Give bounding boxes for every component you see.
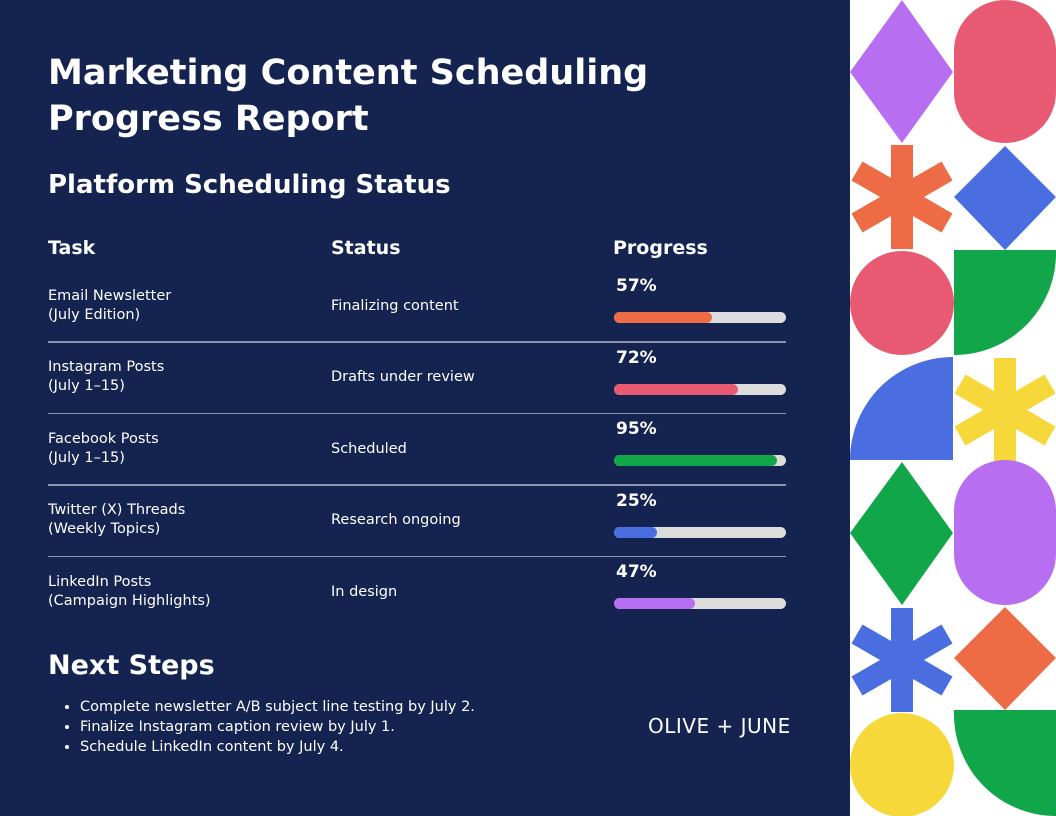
task-line: Instagram Posts [48,359,165,375]
progress-bar [614,383,738,395]
task-line: LinkedIn Posts [48,573,152,590]
step-item: Schedule LinkedIn content by July 4. [80,737,475,757]
task-line: Email Newsletter [48,287,172,304]
decorative-shapes [850,0,1056,816]
progress-label: 47% [616,562,657,582]
task-line: Facebook Posts [48,430,159,447]
row-separator [48,484,786,486]
status: Scheduled [331,440,407,457]
task-line: Twitter (X) Threads [48,502,186,518]
next-steps-title: Next Steps [48,650,215,681]
progress-bar [614,526,657,538]
row-separator [48,555,786,557]
next-steps-list: Complete newsletter A/B subject line tes… [48,697,475,757]
progress-track [614,526,786,538]
progress-track [614,312,786,323]
row-separator [48,341,786,343]
progress-label: 95% [616,419,657,439]
task-line: (Weekly Topics) [48,521,161,537]
report-panel: Marketing Content Scheduling Progress Rep… [0,0,850,816]
table-row: Twitter (X) Threads (Weekly Topics) Resear… [48,485,786,556]
task: Instagram Posts (July 1–15) [48,358,164,396]
title-line: Progress Report [48,99,369,139]
task-line: (July 1–15) [48,378,125,394]
task-line: (July Edition) [48,306,141,323]
progress-label: 25% [616,490,657,511]
table-row: Email Newsletter (July Edition) Finalizing… [48,270,786,341]
progress-track [614,598,786,609]
progress-track [614,383,786,395]
progress-track [614,455,786,466]
task: LinkedIn Posts (Campaign Highlights) [48,573,211,611]
table-row: LinkedIn Posts (Campaign Highlights) In de… [48,556,786,627]
table-row: Facebook Posts (July 1–15) Scheduled 95% [48,413,786,484]
progress-bar [614,598,695,609]
status: Research ongoing [331,512,461,528]
status: Drafts under review [331,369,475,385]
task: Email Newsletter (July Edition) [48,287,171,325]
status: Finalizing content [331,297,459,314]
title: Marketing Content Scheduling Progress Rep… [48,50,648,142]
table-row: Instagram Posts (July 1–15) Drafts under r… [48,342,786,413]
column-header: Progress [613,237,708,259]
step-item: Complete newsletter A/B subject line tes… [80,697,475,717]
task: Twitter (X) Threads (Weekly Topics) [48,501,185,539]
step-item: Finalize Instagram caption review by Jul… [80,717,475,737]
task: Facebook Posts (July 1–15) [48,430,159,468]
progress-label: 57% [616,276,657,296]
column-header: Status [331,237,401,259]
column-header: Task [48,237,96,259]
task-line: (July 1–15) [48,449,125,466]
progress-bar [614,312,713,323]
row-separator [48,412,786,414]
brand: OLIVE + JUNE [648,714,791,738]
progress-label: 72% [616,347,657,368]
progress-bar [614,455,778,466]
title-line: Marketing Content Scheduling [48,53,649,93]
subtitle: Platform Scheduling Status [48,170,451,200]
task-line: (Campaign Highlights) [48,592,211,609]
status: In design [331,583,398,600]
